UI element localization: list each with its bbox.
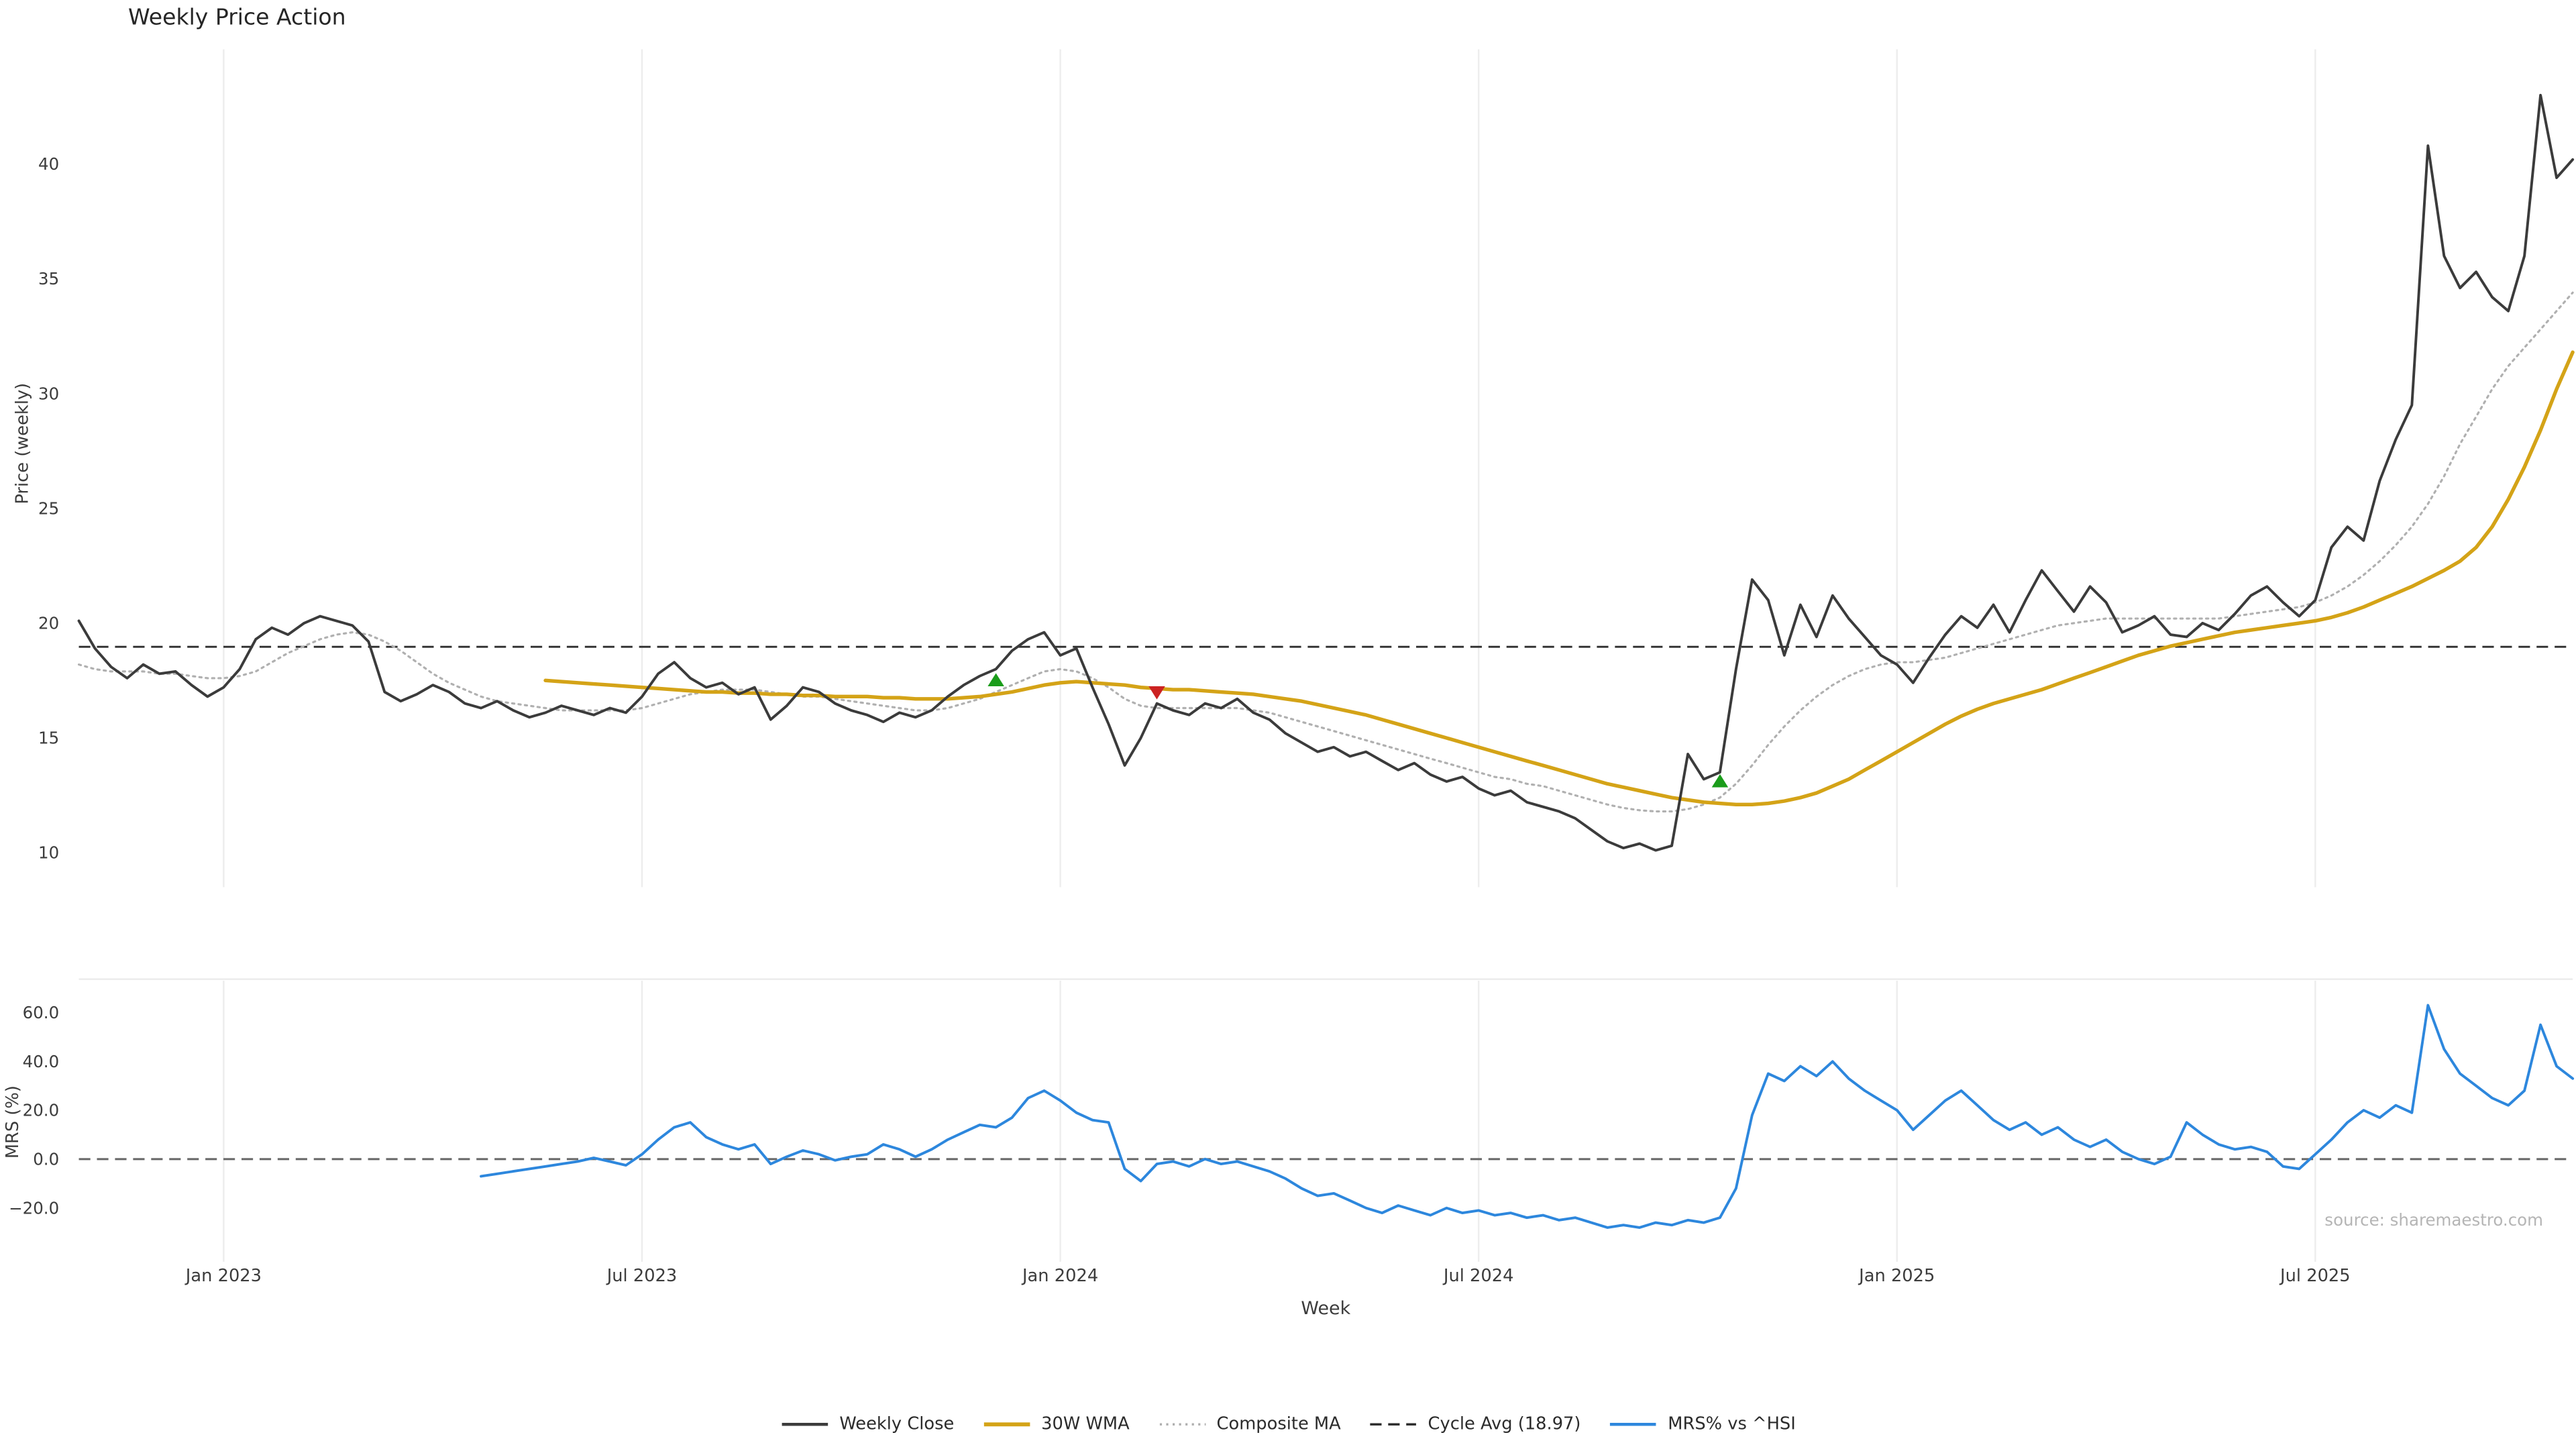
price-axis-label: Price (weekly) [13,382,33,504]
legend-item-cycle-avg: Cycle Avg (18.97) [1368,1415,1580,1434]
buy-signal-marker [987,673,1004,687]
legend-item-mrs: MRS% vs ^HSI [1609,1415,1796,1434]
x-tick-label: Jul 2024 [1442,1266,1514,1286]
legend-item-30w-wma: 30W WMA [982,1415,1130,1434]
mrs-line-sample [1610,1423,1657,1426]
chart-title: Weekly Price Action [128,5,346,32]
y-tick-label: 60.0 [23,1003,59,1022]
sell-signal-marker [1148,686,1165,700]
y-tick-label: 25 [38,498,59,518]
legend-item-composite-ma: Composite MA [1157,1414,1341,1434]
x-tick-label: Jan 2023 [184,1266,262,1286]
y-tick-label: 40 [38,154,59,174]
x-tick-label: Jan 2025 [1858,1266,1935,1286]
legend-label: MRS% vs ^HSI [1668,1414,1796,1434]
legend-label: Composite MA [1216,1414,1341,1434]
weekly-close-line [77,93,2575,852]
30w-wma-line [543,350,2575,806]
y-tick-label: −20.0 [9,1198,59,1218]
week-axis-label: Week [1301,1297,1351,1320]
legend-label: 30W WMA [1041,1414,1130,1434]
mrs-axis-label: MRS (%) [3,1085,23,1159]
legend-label: Cycle Avg (18.97) [1428,1414,1581,1434]
x-tick-label: Jan 2024 [1021,1266,1098,1286]
y-tick-label: 0.0 [33,1149,59,1169]
source-credit: source: sharemaestro.com [2324,1212,2544,1231]
legend-item-weekly-close: Weekly Close [780,1415,954,1434]
composite-ma-line [77,291,2574,813]
composite-ma-line-sample [1159,1423,1205,1426]
y-tick-label: 20.0 [23,1101,59,1120]
legend-label: Weekly Close [839,1414,955,1434]
y-tick-label: 40.0 [23,1052,59,1071]
mrs-vs-hsi-line [480,1004,2575,1229]
weekly-close-line-sample [782,1423,828,1426]
buy-signal-marker [1711,774,1729,788]
wma-line-sample [983,1422,1030,1427]
y-tick-label: 30 [38,384,59,403]
x-tick-label: Jul 2025 [2279,1266,2351,1286]
y-tick-label: 15 [38,729,59,748]
y-tick-label: 10 [38,843,59,863]
y-tick-label: 35 [38,269,59,288]
x-tick-label: Jul 2023 [606,1266,678,1286]
y-tick-label: 20 [38,614,59,633]
cycle-avg-line-sample [1370,1423,1417,1426]
legend: Weekly Close 30W WMA Composite MA Cycle … [780,1415,1796,1434]
